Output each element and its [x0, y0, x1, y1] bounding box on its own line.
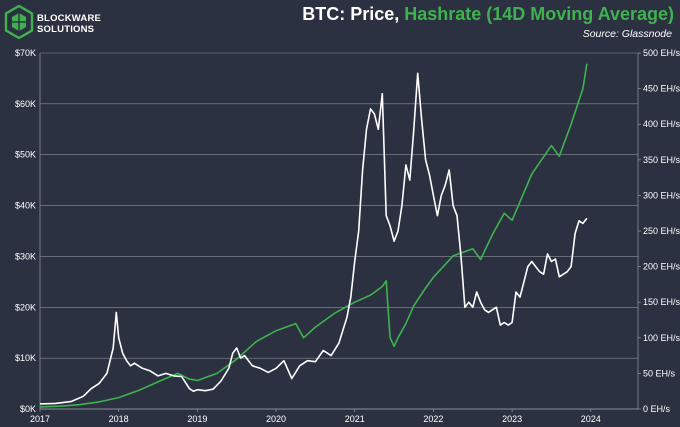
y-right-tick-label: 450 EH/s: [643, 84, 680, 94]
chart-source: Source: Glassnode: [582, 28, 672, 40]
y-left-tick-label: $70K: [15, 48, 36, 58]
y-left-tick-label: $20K: [15, 302, 36, 312]
logo-text-line1: BLOCKWARE: [37, 13, 102, 24]
y-right-tick-label: 50 EH/s: [643, 368, 676, 378]
y-right-tick-label: 350 EH/s: [643, 155, 680, 165]
y-left-tick-label: $40K: [15, 201, 36, 211]
x-tick-label: 2021: [345, 414, 365, 424]
logo-text-line2: SOLUTIONS: [37, 24, 95, 35]
y-right-tick-label: 500 EH/s: [643, 48, 680, 58]
chart-title-hashrate: Hashrate (14D Moving Average): [404, 4, 674, 24]
x-tick-label: 2018: [109, 414, 129, 424]
y-left-tick-label: $50K: [15, 150, 36, 160]
chart-title: BTC: Price, Hashrate (14D Moving Average…: [302, 4, 674, 25]
y-right-tick-label: 300 EH/s: [643, 190, 680, 200]
y-left-tick-label: $60K: [15, 99, 36, 109]
x-tick-label: 2023: [502, 414, 522, 424]
x-tick-label: 2024: [581, 414, 601, 424]
logo: BLOCKWARE SOLUTIONS: [4, 5, 144, 39]
y-left-tick-label: $10K: [15, 353, 36, 363]
y-right-tick-label: 150 EH/s: [643, 297, 680, 307]
x-tick-label: 2022: [423, 414, 443, 424]
x-tick-label: 2017: [30, 414, 50, 424]
y-right-tick-label: 200 EH/s: [643, 262, 680, 272]
y-right-tick-label: 250 EH/s: [643, 226, 680, 236]
y-right-tick-label: 0 EH/s: [643, 404, 671, 414]
hashrate-series-line: [39, 63, 588, 408]
y-left-tick-label: $30K: [15, 251, 36, 261]
y-right-tick-label: 400 EH/s: [643, 119, 680, 129]
price-series-line: [39, 72, 588, 405]
y-left-tick-label: $0K: [20, 404, 36, 414]
x-tick-label: 2019: [187, 414, 207, 424]
blockware-logo-icon: [4, 5, 34, 39]
chart-title-price: BTC: Price,: [302, 4, 400, 24]
y-right-tick-label: 100 EH/s: [643, 333, 680, 343]
x-tick-label: 2020: [266, 414, 286, 424]
